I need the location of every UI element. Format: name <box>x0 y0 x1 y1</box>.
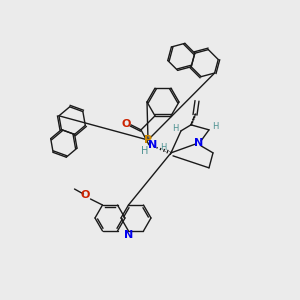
Text: ⋯: ⋯ <box>164 149 170 155</box>
Text: H: H <box>141 146 149 156</box>
Text: O: O <box>81 190 90 200</box>
Text: O: O <box>121 119 131 129</box>
Text: H: H <box>212 122 218 131</box>
Text: H: H <box>160 143 166 152</box>
Text: P: P <box>144 135 152 145</box>
Text: N: N <box>194 138 204 148</box>
Text: N: N <box>124 230 133 240</box>
Text: H: H <box>172 124 178 134</box>
Text: N: N <box>148 140 158 150</box>
